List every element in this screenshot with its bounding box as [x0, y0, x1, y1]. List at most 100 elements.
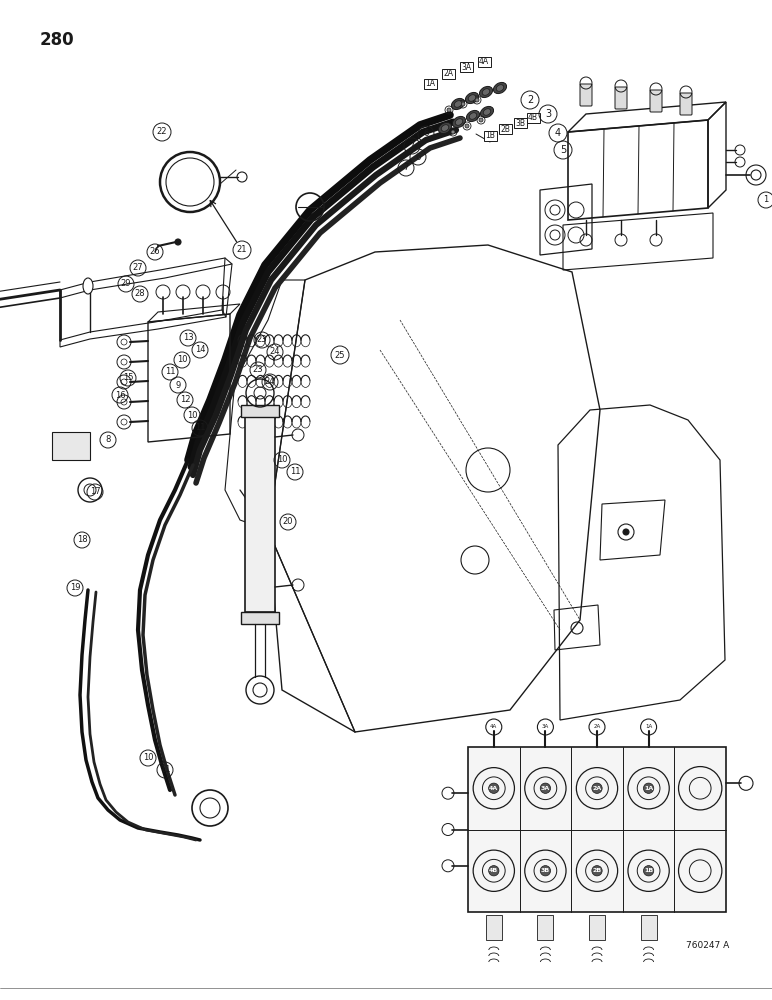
Text: 17: 17 — [90, 488, 100, 496]
FancyBboxPatch shape — [424, 79, 436, 89]
Text: 27: 27 — [133, 263, 144, 272]
Bar — [468, 747, 726, 912]
FancyBboxPatch shape — [459, 62, 472, 72]
Text: 760247 A: 760247 A — [686, 940, 730, 950]
Text: 6: 6 — [415, 152, 421, 161]
Text: 3: 3 — [545, 109, 551, 119]
Text: 280: 280 — [40, 31, 75, 49]
Circle shape — [643, 866, 654, 876]
Text: 3A: 3A — [542, 724, 549, 730]
Text: 7: 7 — [409, 141, 415, 150]
Ellipse shape — [480, 106, 493, 118]
Text: 5: 5 — [560, 145, 566, 155]
Text: 14: 14 — [195, 346, 205, 355]
Text: 3A: 3A — [461, 62, 471, 72]
Bar — [241, 405, 279, 417]
Text: 26: 26 — [150, 247, 161, 256]
Ellipse shape — [482, 89, 489, 95]
Ellipse shape — [452, 98, 465, 110]
Text: 10: 10 — [143, 754, 154, 762]
Bar — [52, 432, 90, 460]
Text: 18: 18 — [76, 536, 87, 544]
Circle shape — [592, 783, 602, 793]
Ellipse shape — [479, 86, 493, 98]
Text: 22: 22 — [157, 127, 168, 136]
Text: 11: 11 — [160, 766, 171, 774]
Ellipse shape — [454, 101, 462, 107]
Circle shape — [489, 783, 499, 793]
FancyBboxPatch shape — [483, 131, 496, 141]
Text: 20: 20 — [283, 518, 293, 526]
Text: 2A: 2A — [443, 70, 453, 79]
Circle shape — [540, 783, 550, 793]
Text: 1: 1 — [764, 196, 769, 205]
FancyBboxPatch shape — [499, 124, 512, 134]
Text: 29: 29 — [120, 279, 131, 288]
Text: 1B: 1B — [644, 868, 653, 873]
Text: 4A: 4A — [479, 57, 489, 66]
Bar — [245, 417, 275, 612]
Text: 6: 6 — [423, 129, 428, 138]
Text: 10: 10 — [187, 410, 198, 420]
Text: 7: 7 — [403, 163, 408, 172]
Circle shape — [643, 783, 654, 793]
Text: 13: 13 — [183, 334, 193, 342]
FancyBboxPatch shape — [478, 57, 490, 67]
Circle shape — [451, 130, 455, 134]
Ellipse shape — [469, 95, 476, 101]
Circle shape — [461, 102, 465, 106]
Text: 2B: 2B — [500, 124, 510, 133]
Ellipse shape — [466, 92, 479, 104]
Ellipse shape — [455, 119, 462, 125]
Text: 21: 21 — [237, 245, 247, 254]
Text: 4B: 4B — [489, 868, 499, 873]
Text: 4A: 4A — [489, 786, 499, 791]
FancyBboxPatch shape — [442, 69, 455, 79]
Ellipse shape — [469, 113, 477, 119]
FancyBboxPatch shape — [615, 87, 627, 109]
Circle shape — [475, 98, 479, 102]
Ellipse shape — [442, 125, 449, 131]
Text: 2A: 2A — [592, 786, 601, 791]
Text: 10: 10 — [276, 456, 287, 464]
Ellipse shape — [496, 85, 504, 91]
Text: 19: 19 — [69, 584, 80, 592]
Circle shape — [465, 124, 469, 128]
Text: 24: 24 — [269, 348, 280, 357]
Bar — [241, 612, 279, 624]
FancyBboxPatch shape — [680, 93, 692, 115]
Ellipse shape — [438, 122, 452, 134]
Text: 2B: 2B — [592, 868, 601, 873]
Text: 3A: 3A — [540, 786, 550, 791]
Circle shape — [489, 866, 499, 876]
Text: 25: 25 — [335, 351, 345, 360]
Bar — [486, 915, 502, 940]
Text: 8: 8 — [105, 436, 110, 444]
FancyBboxPatch shape — [650, 90, 662, 112]
Text: 11: 11 — [195, 424, 205, 432]
FancyBboxPatch shape — [527, 113, 540, 123]
Ellipse shape — [452, 116, 466, 128]
Text: 3B: 3B — [540, 868, 550, 873]
Bar — [589, 915, 605, 940]
Text: 11: 11 — [290, 468, 300, 477]
Ellipse shape — [466, 110, 479, 122]
Circle shape — [175, 239, 181, 245]
Circle shape — [623, 529, 629, 535]
Text: 12: 12 — [180, 395, 190, 404]
Ellipse shape — [483, 109, 491, 115]
Text: 9: 9 — [175, 380, 181, 389]
Text: 16: 16 — [115, 390, 125, 399]
Text: 23: 23 — [256, 336, 267, 344]
Text: 4: 4 — [555, 128, 561, 138]
Circle shape — [592, 866, 602, 876]
Text: 1A: 1A — [645, 724, 652, 730]
Text: 3B: 3B — [515, 118, 525, 127]
Circle shape — [540, 866, 550, 876]
Text: 28: 28 — [134, 290, 145, 298]
FancyBboxPatch shape — [513, 118, 527, 128]
Ellipse shape — [493, 82, 506, 94]
Text: 23: 23 — [252, 365, 263, 374]
Circle shape — [479, 118, 483, 122]
Text: 4B: 4B — [528, 113, 538, 122]
